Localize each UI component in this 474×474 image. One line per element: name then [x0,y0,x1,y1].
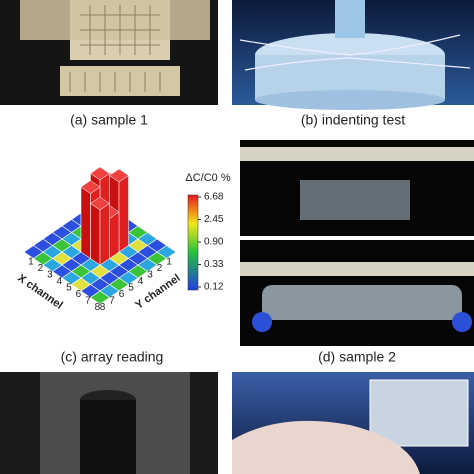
x-tick-label: 2 [157,263,163,274]
x-tick-label: 6 [119,289,125,300]
bar-top [90,196,110,211]
colorbar-tick-label: 0.12 [204,282,224,293]
y-tick-label: 4 [57,276,63,287]
photo-sample-1 [0,0,218,105]
photo-bottom-left [0,372,218,474]
bar-top [90,166,110,181]
bar-side [109,211,120,259]
y-tick-label: 6 [76,289,82,300]
bar-side [80,186,91,259]
caption: (a) sample 1 [70,112,148,128]
grid-tile [89,290,111,305]
bar-side [118,175,129,253]
colorbar [187,194,199,291]
x-tick-label: 3 [147,269,153,280]
x-tick-label: 5 [128,282,134,293]
y-tick-label: 7 [85,295,91,306]
caption: (c) array reading [61,349,164,365]
y-tick-label: 3 [47,269,53,280]
bar-top [80,180,101,194]
bar-side [90,203,101,266]
photo-sample-2 [240,140,474,346]
caption: (d) sample 2 [318,349,396,365]
photo-bottom-right [232,372,474,474]
colorbar-tick-label: 0.90 [204,237,224,248]
colorbar-ticks: 6.68 2.45 0.90 0.33 0.12 [198,192,224,293]
y-tick-label: 8 [95,302,101,313]
x-tick-label: 1 [166,256,172,267]
bar-top [109,168,129,183]
caption: (b) indenting test [301,112,405,128]
photo-indenting-test [232,0,474,110]
x-tick-label: 8 [100,302,106,313]
x-tick-label: 4 [138,276,144,287]
x-tick-label: 7 [109,295,115,306]
colorbar-tick-label: 6.68 [204,192,224,203]
bar-side [99,203,110,266]
colorbar-tick-label: 2.45 [204,214,224,225]
colorbar-tick-label: 0.33 [204,259,224,270]
y-tick-label: 1 [28,256,34,267]
y-tick-label: 5 [66,282,72,293]
colorbar-title: ΔC/C0 % [185,172,230,184]
y-tick-label: 2 [38,263,44,274]
